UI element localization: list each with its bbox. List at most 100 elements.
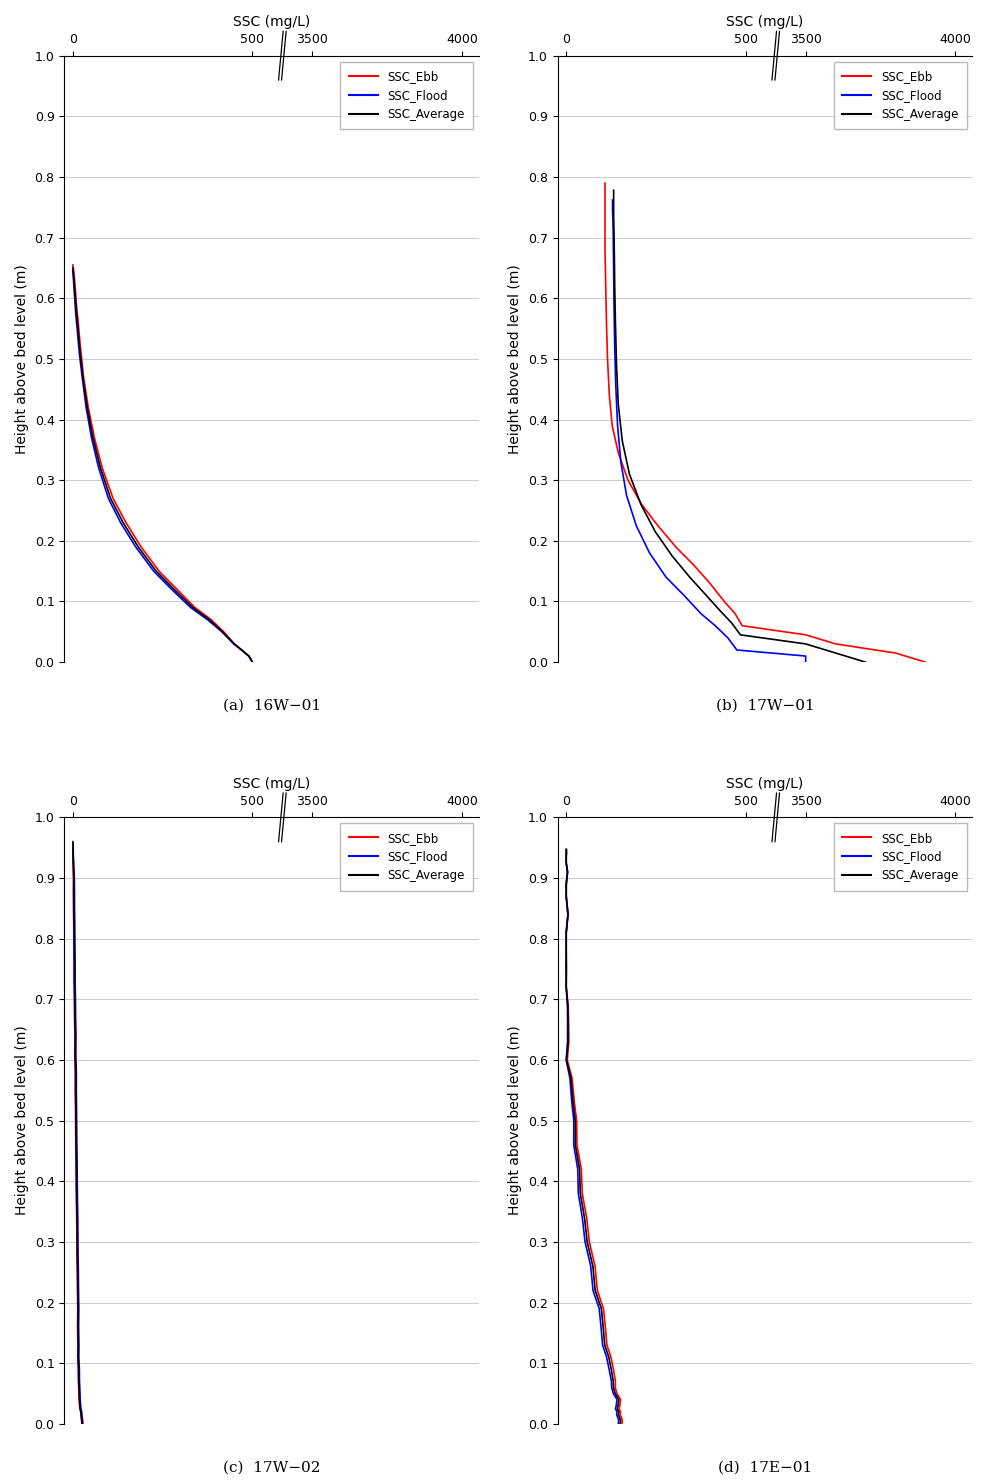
SSC_Flood [615, 453, 627, 470]
SSC_Average [95, 459, 107, 476]
SSC_Flood [561, 876, 573, 893]
SSC_Ebb [704, 574, 716, 592]
Line: SSC_Average: SSC_Average [73, 269, 252, 662]
SSC_Flood [561, 960, 573, 978]
SSC_Ebb [72, 313, 84, 331]
SSC_Flood [605, 1379, 617, 1396]
SSC_Ebb [561, 853, 573, 871]
SSC_Average [68, 881, 80, 899]
SSC_Ebb [82, 399, 94, 417]
SSC_Average [68, 269, 80, 286]
SSC_Ebb [135, 539, 147, 556]
Text: (c)  17W−02: (c) 17W−02 [223, 1460, 320, 1474]
SSC_Average [72, 316, 84, 334]
SSC_Flood [561, 853, 573, 871]
SSC_Flood [603, 1361, 615, 1379]
SSC_Average [168, 580, 180, 598]
X-axis label: SSC (mg/L): SSC (mg/L) [233, 776, 311, 791]
SSC_Ebb [76, 1414, 88, 1432]
SSC_Flood [80, 399, 92, 417]
SSC_Ebb [67, 255, 79, 273]
SSC_Average [67, 264, 79, 282]
SSC_Flood [71, 1172, 83, 1190]
SSC_Flood [75, 1396, 87, 1414]
Text: (b)  17W−01: (b) 17W−01 [716, 699, 814, 712]
SSC_Flood [800, 647, 812, 665]
SSC_Ebb [67, 856, 79, 874]
SSC_Ebb [613, 1399, 625, 1417]
SSC_Flood [68, 881, 80, 899]
SSC_Average [607, 187, 619, 205]
SSC_Ebb [607, 1361, 619, 1379]
SSC_Ebb [889, 644, 901, 662]
SSC_Flood [610, 377, 622, 395]
SSC_Flood [166, 580, 178, 598]
SSC_Average [69, 1009, 81, 1027]
SSC_Average [67, 856, 79, 874]
SSC_Average [700, 586, 712, 604]
SSC_Average [735, 626, 747, 644]
SSC_Average [616, 432, 628, 450]
SSC_Flood [67, 263, 79, 280]
SSC_Flood [607, 229, 619, 246]
SSC_Average [607, 1379, 619, 1396]
SSC_Flood [74, 1391, 86, 1408]
SSC_Average [75, 1405, 87, 1423]
SSC_Average [68, 276, 80, 294]
SSC_Average [70, 1155, 82, 1172]
SSC_Ebb [68, 263, 80, 280]
SSC_Flood [606, 196, 618, 214]
SSC_Ebb [584, 1233, 595, 1251]
SSC_Flood [593, 1300, 605, 1318]
SSC_Average [73, 1391, 85, 1408]
SSC_Ebb [189, 598, 201, 616]
SSC_Ebb [75, 1405, 87, 1423]
SSC_Flood [70, 1045, 82, 1063]
SSC_Flood [243, 647, 255, 665]
Line: SSC_Average: SSC_Average [567, 849, 620, 1423]
SSC_Flood [68, 856, 80, 874]
SSC_Ebb [599, 181, 611, 199]
SSC_Ebb [73, 1396, 85, 1414]
SSC_Flood [73, 344, 85, 362]
SSC_Ebb [605, 1349, 617, 1367]
Line: SSC_Ebb: SSC_Ebb [73, 264, 252, 662]
SSC_Flood [605, 1373, 617, 1391]
SSC_Flood [73, 1361, 85, 1379]
Y-axis label: Height above bed level (m): Height above bed level (m) [508, 1025, 522, 1215]
SSC_Average [67, 260, 79, 278]
SSC_Flood [607, 211, 619, 229]
SSC_Flood [71, 1190, 83, 1208]
SSC_Ebb [561, 887, 573, 905]
SSC_Ebb [599, 183, 611, 200]
SSC_Flood [695, 604, 707, 622]
SSC_Ebb [562, 1051, 574, 1068]
SSC_Ebb [577, 1184, 588, 1202]
SSC_Ebb [614, 1405, 626, 1423]
SSC_Average [612, 1396, 624, 1414]
SSC_Flood [70, 1082, 82, 1100]
SSC_Ebb [76, 1411, 88, 1429]
SSC_Ebb [78, 368, 90, 386]
SSC_Ebb [72, 1373, 84, 1391]
SSC_Ebb [67, 257, 79, 275]
SSC_Flood [561, 844, 573, 862]
SSC_Flood [572, 1160, 584, 1178]
SSC_Ebb [68, 954, 80, 972]
SSC_Average [623, 464, 635, 482]
SSC_Average [607, 183, 619, 200]
SSC_Average [611, 1399, 623, 1417]
SSC_Flood [227, 635, 239, 653]
SSC_Average [610, 356, 622, 374]
SSC_Flood [561, 887, 573, 905]
SSC_Flood [608, 295, 620, 313]
Text: (d)  17E−01: (d) 17E−01 [718, 1460, 812, 1474]
SSC_Flood [68, 280, 80, 298]
SSC_Flood [613, 1411, 625, 1429]
SSC_Ebb [107, 490, 119, 508]
SSC_Average [71, 1209, 83, 1227]
SSC_Flood [74, 1379, 86, 1396]
SSC_Average [70, 1135, 82, 1153]
SSC_Average [607, 181, 619, 199]
SSC_Average [683, 568, 695, 586]
